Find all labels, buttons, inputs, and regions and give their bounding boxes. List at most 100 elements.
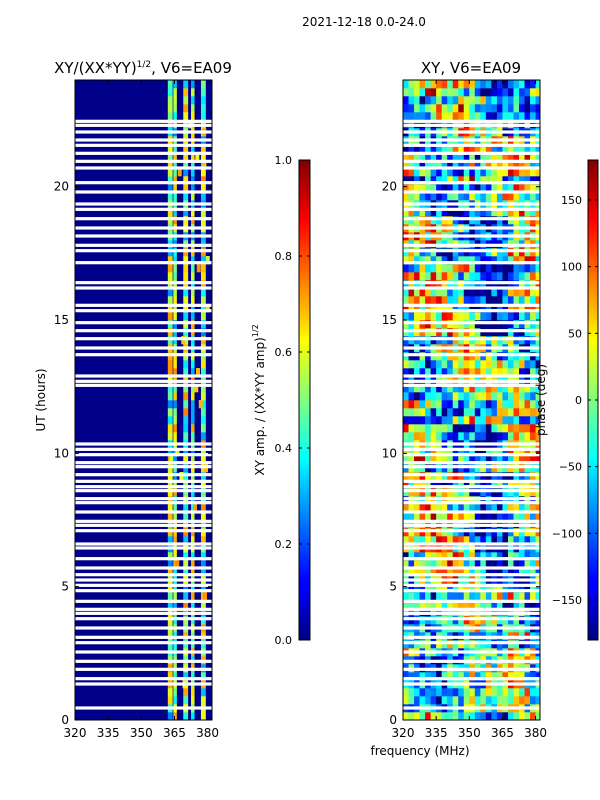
phase-cell	[474, 392, 481, 401]
phase-cell	[469, 80, 476, 89]
phase-cell	[474, 144, 481, 153]
amplitude-cell	[167, 144, 173, 153]
phase-cell	[458, 88, 465, 97]
phase-cell	[403, 264, 409, 273]
phase-cell	[408, 384, 415, 393]
phase-cell	[519, 272, 525, 281]
phase-cell	[463, 256, 470, 265]
phase-cell	[447, 208, 454, 217]
phase-cell	[441, 696, 448, 705]
phase-cell	[480, 208, 487, 217]
amplitude-cell	[183, 552, 189, 561]
phase-cell	[519, 424, 525, 433]
phase-cell	[430, 88, 437, 97]
phase-cell	[496, 296, 503, 305]
phase-cell	[419, 696, 426, 705]
phase-cell	[530, 312, 536, 321]
phase-cell	[458, 432, 465, 441]
phase-cell	[485, 208, 492, 217]
amplitude-cell	[200, 80, 206, 89]
phase-cell	[491, 688, 498, 697]
phase-cell	[530, 80, 536, 89]
phase-cell	[458, 288, 465, 297]
phase-cell	[463, 568, 470, 577]
phase-cell	[535, 208, 540, 217]
phase-cell	[419, 480, 426, 489]
phase-cell	[452, 88, 459, 97]
amplitude-cell	[200, 264, 206, 273]
phase-cell	[524, 144, 531, 153]
phase-cell	[463, 264, 470, 273]
phase-cell	[491, 392, 498, 401]
phase-cell	[480, 600, 487, 609]
phase-cell	[458, 112, 465, 121]
phase-cell	[441, 416, 448, 425]
phase-cell	[419, 672, 426, 681]
phase-cell	[513, 96, 520, 105]
phase-cell	[458, 96, 465, 105]
phase-cell	[507, 152, 514, 161]
phase-cell	[414, 536, 420, 545]
phase-cell	[419, 112, 426, 121]
phase-cell	[447, 600, 454, 609]
phase-cell	[441, 504, 448, 513]
phase-cell	[436, 384, 442, 393]
amplitude-cell	[191, 504, 195, 513]
phase-cell	[447, 264, 454, 273]
phase-cell	[441, 536, 448, 545]
phase-cell	[469, 448, 476, 457]
phase-cell	[403, 456, 409, 465]
phase-cell	[507, 296, 514, 305]
phase-cell	[524, 112, 531, 121]
amplitude-flagged-row	[75, 337, 212, 341]
amplitude-flagged-row	[75, 583, 212, 587]
phase-cell	[502, 448, 509, 457]
phase-cell	[441, 152, 448, 161]
phase-cell	[419, 152, 426, 161]
amplitude-cell	[167, 392, 173, 401]
phase-cell	[408, 672, 415, 681]
phase-xtick-label: 350	[458, 726, 481, 740]
phase-cell	[474, 96, 481, 105]
phase-cell	[524, 560, 531, 569]
phase-cell	[524, 192, 531, 201]
phase-cell	[491, 672, 498, 681]
phase-cell	[507, 168, 514, 177]
amplitude-cell	[173, 288, 177, 297]
phase-cell	[496, 184, 503, 193]
amplitude-cell	[183, 536, 189, 545]
amplitude-flagged-row	[75, 130, 212, 134]
amplitude-cell	[191, 312, 195, 321]
amplitude-cell	[173, 264, 177, 273]
phase-cell	[430, 536, 437, 545]
phase-cell	[491, 480, 498, 489]
amplitude-cell	[173, 88, 177, 97]
phase-flagged-row	[403, 346, 540, 350]
amplitude-cell	[173, 168, 177, 177]
amplitude-cell	[191, 592, 195, 601]
amplitude-cell	[167, 272, 173, 281]
amplitude-cell	[191, 144, 195, 153]
phase-cell	[447, 424, 454, 433]
phase-cell	[485, 432, 492, 441]
phase-cell	[414, 512, 420, 521]
phase-cell	[463, 168, 470, 177]
phase-cell	[408, 160, 415, 169]
phase-cell	[480, 296, 487, 305]
phase-cell	[485, 80, 492, 89]
phase-cell	[507, 552, 514, 561]
amplitude-flagged-row	[75, 473, 212, 477]
phase-cell	[496, 104, 503, 113]
amplitude-flagged-row	[75, 383, 212, 387]
phase-cell	[485, 176, 492, 185]
phase-cell	[408, 536, 415, 545]
phase-cell	[530, 144, 536, 153]
phase-cell	[469, 456, 476, 465]
phase-cell	[469, 592, 476, 601]
amplitude-cell	[191, 112, 195, 121]
phase-cell	[496, 144, 503, 153]
phase-cell	[430, 600, 437, 609]
phase-cell	[480, 256, 487, 265]
phase-cell	[491, 536, 498, 545]
phase-cell	[414, 424, 420, 433]
